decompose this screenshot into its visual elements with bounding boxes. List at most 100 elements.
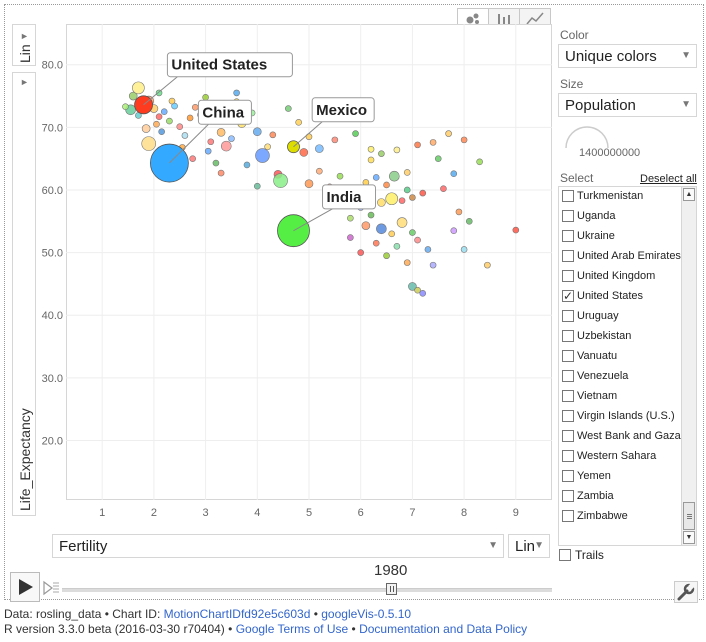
bubble[interactable] [378, 150, 385, 157]
checkbox[interactable] [562, 250, 574, 262]
bubble[interactable] [455, 208, 463, 216]
list-item[interactable]: United Kingdom [559, 267, 683, 287]
bubble[interactable] [414, 286, 421, 294]
bubble[interactable] [388, 230, 396, 238]
bubble[interactable] [450, 170, 458, 177]
bubble[interactable] [424, 246, 432, 253]
bubble[interactable] [403, 186, 411, 194]
bubble[interactable] [383, 181, 390, 189]
bubble[interactable] [253, 182, 261, 190]
bubble[interactable] [233, 89, 240, 97]
bubble[interactable] [331, 136, 339, 144]
time-slider-track[interactable] [62, 588, 552, 592]
speed-control[interactable] [42, 578, 60, 598]
scroll-down-button[interactable]: ▼ [683, 531, 695, 544]
bubble[interactable] [202, 93, 209, 101]
bubble[interactable] [285, 105, 292, 112]
bubble[interactable] [385, 192, 399, 206]
trails-checkbox[interactable] [559, 549, 571, 561]
bubble[interactable] [189, 155, 196, 162]
list-item[interactable]: Virgin Islands (U.S.) [559, 407, 683, 427]
bubble[interactable] [396, 217, 408, 228]
bubble[interactable] [141, 124, 151, 133]
x-axis-select[interactable]: Fertility ▼ [52, 534, 504, 558]
bubble[interactable] [408, 282, 417, 291]
bubble[interactable] [429, 139, 437, 146]
bubble[interactable] [393, 146, 401, 154]
bubble[interactable] [414, 236, 421, 244]
bubble[interactable] [347, 234, 354, 241]
bubble[interactable] [376, 223, 387, 235]
bubble[interactable] [403, 259, 411, 266]
bubble[interactable] [357, 249, 365, 256]
bubble[interactable] [168, 97, 176, 105]
bubble[interactable] [429, 261, 437, 269]
list-item[interactable]: Zimbabwe [559, 507, 683, 527]
bubble[interactable] [264, 143, 271, 151]
terms-link[interactable]: Google Terms of Use [235, 622, 349, 636]
bubble[interactable] [155, 113, 163, 120]
checkbox[interactable] [562, 450, 574, 462]
country-list[interactable]: Turkmenistan Uganda Ukraine United Arab Emi… [558, 186, 697, 546]
bubble[interactable] [176, 123, 184, 131]
checkbox[interactable] [562, 370, 574, 382]
bubble[interactable] [347, 214, 354, 222]
bubble[interactable] [316, 167, 323, 175]
bubble[interactable] [403, 169, 411, 176]
checkbox[interactable] [562, 310, 574, 322]
checkbox[interactable] [562, 470, 574, 482]
list-item[interactable]: ✓ United States [559, 287, 683, 307]
bubble[interactable] [122, 103, 129, 110]
bubble[interactable] [295, 119, 302, 126]
bubble[interactable] [216, 128, 226, 137]
checkbox[interactable] [562, 190, 574, 202]
bubble[interactable] [377, 198, 386, 207]
bubble[interactable] [186, 114, 194, 122]
bubble[interactable] [465, 217, 473, 225]
list-item[interactable]: Turkmenistan [559, 187, 683, 207]
bubble[interactable] [352, 130, 359, 137]
checkbox[interactable] [562, 430, 574, 442]
deselect-all-link[interactable]: Deselect all [640, 173, 697, 185]
checkbox[interactable] [562, 270, 574, 282]
googlevis-link[interactable]: googleVis-0.5.10 [321, 607, 412, 621]
bubble[interactable] [269, 131, 277, 139]
y-axis-selector[interactable]: ► ► Life_Expectancy [12, 31, 36, 516]
bubble[interactable] [132, 81, 145, 95]
bubble[interactable] [255, 148, 270, 163]
bubble[interactable] [141, 136, 157, 151]
list-item[interactable]: Vietnam [559, 387, 683, 407]
bubble-plot[interactable]: United States China Mexico India [66, 24, 552, 500]
bubble[interactable] [383, 252, 390, 260]
bubble[interactable] [460, 136, 468, 144]
bubble[interactable] [212, 159, 220, 167]
list-item[interactable]: United Arab Emirates [559, 247, 683, 267]
bubble[interactable] [220, 140, 232, 152]
checkbox[interactable] [562, 410, 574, 422]
bubble[interactable] [181, 132, 189, 139]
bubble[interactable] [440, 185, 447, 193]
y-scale-selector[interactable]: Lin [12, 24, 36, 66]
bubble[interactable] [419, 189, 427, 197]
bubble[interactable] [128, 91, 138, 101]
checkbox[interactable] [562, 490, 574, 502]
bubble[interactable] [450, 227, 458, 234]
chart-id-link[interactable]: MotionChartIDfd92e5c603d [163, 607, 311, 621]
bubble[interactable] [228, 135, 235, 142]
bubble[interactable] [304, 179, 314, 189]
bubble[interactable] [372, 174, 380, 181]
bubble[interactable] [389, 170, 400, 182]
time-slider-handle[interactable] [386, 583, 397, 595]
list-item[interactable]: Vanuatu [559, 347, 683, 367]
list-item[interactable]: Yemen [559, 467, 683, 487]
bubble[interactable] [191, 104, 199, 111]
bubble[interactable] [361, 221, 371, 230]
bubble[interactable] [217, 169, 225, 177]
list-item[interactable]: Uruguay [559, 307, 683, 327]
bubble[interactable] [155, 89, 163, 97]
bubble[interactable] [299, 148, 309, 157]
settings-button[interactable] [674, 581, 698, 603]
checkbox[interactable] [562, 510, 574, 522]
checkbox[interactable]: ✓ [562, 289, 574, 303]
list-item[interactable]: Uzbekistan [559, 327, 683, 347]
